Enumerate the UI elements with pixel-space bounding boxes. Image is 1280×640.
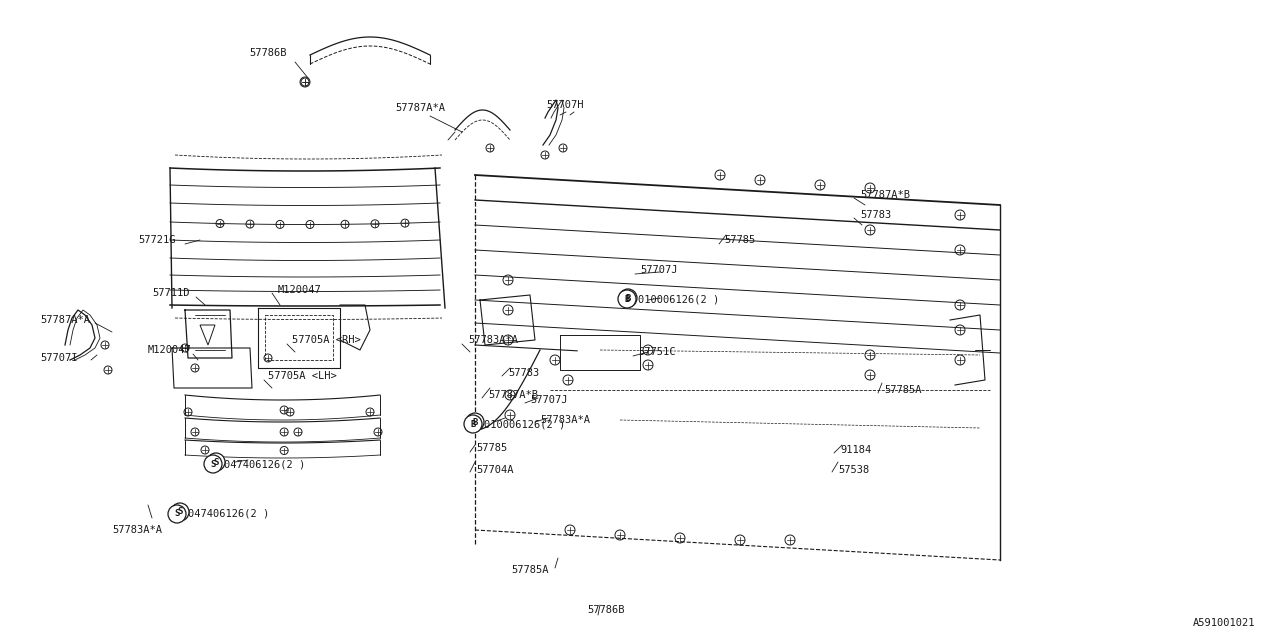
Text: 57785: 57785 bbox=[476, 443, 507, 453]
Circle shape bbox=[207, 453, 225, 471]
Text: S: S bbox=[174, 509, 179, 518]
Circle shape bbox=[620, 289, 637, 307]
Text: S: S bbox=[178, 508, 183, 516]
Text: 010006126(2 ): 010006126(2 ) bbox=[637, 294, 719, 304]
Text: 57711D: 57711D bbox=[152, 288, 189, 298]
Text: 57783: 57783 bbox=[508, 368, 539, 378]
Text: B: B bbox=[470, 419, 476, 429]
Text: 047406126(2 ): 047406126(2 ) bbox=[224, 459, 305, 469]
Text: 57538: 57538 bbox=[838, 465, 869, 475]
Text: 57786B: 57786B bbox=[588, 605, 625, 615]
Text: 57787A*A: 57787A*A bbox=[396, 103, 445, 113]
Text: B: B bbox=[625, 294, 630, 303]
Text: M120047: M120047 bbox=[148, 345, 192, 355]
Text: 57787A*A: 57787A*A bbox=[40, 315, 90, 325]
Circle shape bbox=[172, 503, 189, 521]
Text: 57707H: 57707H bbox=[547, 100, 584, 110]
Text: 57751C: 57751C bbox=[637, 347, 676, 357]
Text: 57783A*A: 57783A*A bbox=[540, 415, 590, 425]
Text: 047406126(2 ): 047406126(2 ) bbox=[188, 509, 269, 519]
Text: 57785A: 57785A bbox=[884, 385, 922, 395]
Circle shape bbox=[204, 455, 221, 473]
Polygon shape bbox=[200, 325, 215, 345]
Circle shape bbox=[168, 505, 186, 523]
Text: 57705A <RH>: 57705A <RH> bbox=[292, 335, 361, 345]
Circle shape bbox=[465, 415, 483, 433]
Circle shape bbox=[466, 413, 484, 431]
Text: B: B bbox=[626, 294, 631, 303]
Text: 010006126(2 ): 010006126(2 ) bbox=[484, 419, 566, 429]
Text: S: S bbox=[210, 460, 216, 468]
Text: 57783A*A: 57783A*A bbox=[468, 335, 518, 345]
Text: 57785: 57785 bbox=[724, 235, 755, 245]
Text: 57707J: 57707J bbox=[530, 395, 567, 405]
Text: 91184: 91184 bbox=[840, 445, 872, 455]
Circle shape bbox=[618, 290, 636, 308]
Text: 57783A*A: 57783A*A bbox=[113, 525, 163, 535]
Text: 57707J: 57707J bbox=[640, 265, 677, 275]
Text: B: B bbox=[472, 417, 477, 426]
Text: M120047: M120047 bbox=[278, 285, 321, 295]
Text: 57786B: 57786B bbox=[250, 48, 287, 58]
Text: A591001021: A591001021 bbox=[1193, 618, 1254, 628]
Text: 57707I: 57707I bbox=[40, 353, 78, 363]
Text: 57721G: 57721G bbox=[138, 235, 175, 245]
Text: S: S bbox=[214, 458, 219, 467]
Text: 57785A: 57785A bbox=[511, 565, 549, 575]
Text: 57783: 57783 bbox=[860, 210, 891, 220]
Text: 57705A <LH>: 57705A <LH> bbox=[268, 371, 337, 381]
Text: 57704A: 57704A bbox=[476, 465, 513, 475]
Text: 57787A*B: 57787A*B bbox=[860, 190, 910, 200]
Text: 57787A*B: 57787A*B bbox=[488, 390, 538, 400]
